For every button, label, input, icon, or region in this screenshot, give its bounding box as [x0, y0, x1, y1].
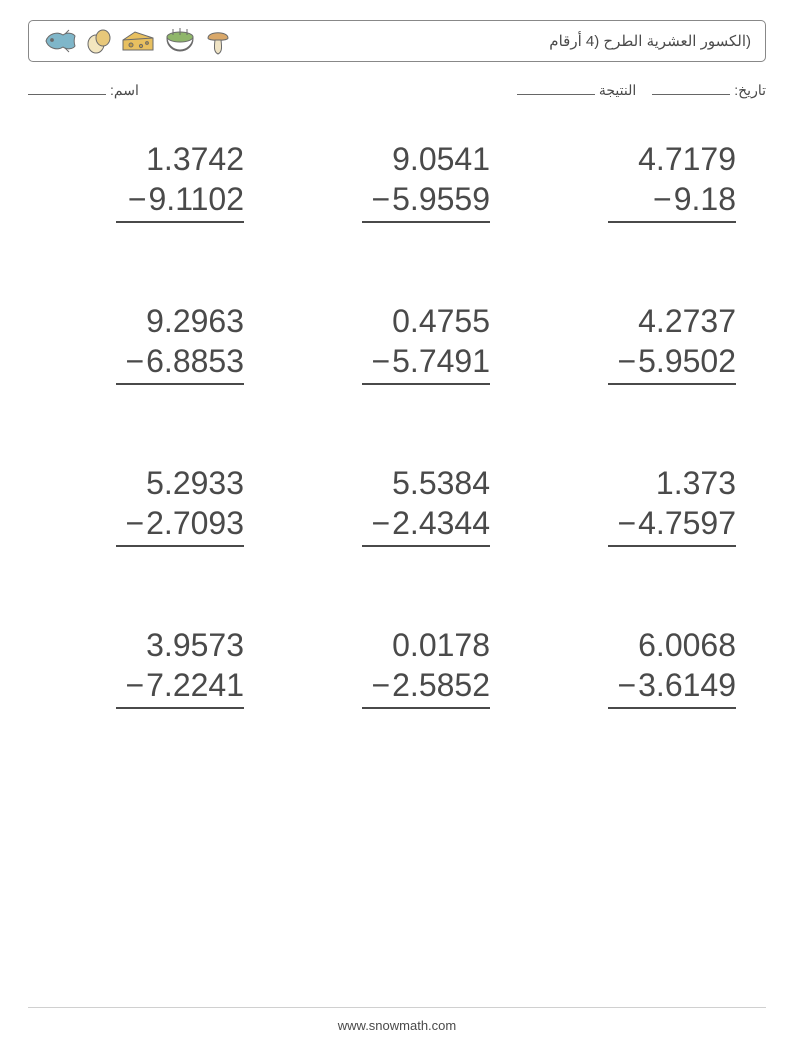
subtrahend: 5.9502 — [638, 341, 736, 381]
answer-rule — [362, 707, 490, 709]
minus-sign: − — [371, 179, 390, 219]
minuend: 1.3742 — [146, 139, 244, 179]
problems-grid: 1.3742 −9.1102 9.0541 −5.9559 4.7179 −9.… — [28, 139, 766, 709]
minus-sign: − — [617, 503, 636, 543]
meta-row: تاريخ: النتيجة اسم: — [28, 82, 766, 99]
mushroom-icon — [205, 26, 231, 56]
minus-sign: − — [371, 665, 390, 705]
name-field: اسم: — [28, 82, 139, 99]
meta-right: تاريخ: النتيجة — [517, 82, 766, 99]
problem-5: 0.4755 −5.7491 — [304, 301, 490, 385]
problem-2: 9.0541 −5.9559 — [304, 139, 490, 223]
subtrahend-row: −9.1102 — [128, 179, 244, 219]
problem-4: 9.2963 −6.8853 — [58, 301, 244, 385]
subtrahend: 9.1102 — [149, 179, 245, 219]
meta-left: اسم: — [28, 82, 139, 99]
minus-sign: − — [125, 665, 144, 705]
header-icons — [43, 26, 231, 56]
subtrahend-row: −4.7597 — [617, 503, 736, 543]
answer-rule — [608, 707, 736, 709]
minuend: 3.9573 — [146, 625, 244, 665]
date-field: تاريخ: — [652, 82, 766, 99]
answer-rule — [608, 221, 736, 223]
bowl-icon — [163, 27, 197, 55]
subtrahend-row: −2.5852 — [371, 665, 490, 705]
subtrahend: 2.5852 — [392, 665, 490, 705]
subtrahend-row: −9.18 — [653, 179, 736, 219]
minuend: 5.5384 — [392, 463, 490, 503]
minus-sign: − — [125, 503, 144, 543]
score-field: النتيجة — [517, 82, 636, 99]
problem-9: 1.373 −4.7597 — [550, 463, 736, 547]
egg-icon — [85, 27, 113, 55]
problem-10: 3.9573 −7.2241 — [58, 625, 244, 709]
footer: www.snowmath.com — [0, 1007, 794, 1033]
minus-sign: − — [371, 341, 390, 381]
answer-rule — [116, 545, 244, 547]
subtrahend: 6.8853 — [146, 341, 244, 381]
minuend: 9.0541 — [392, 139, 490, 179]
minuend: 5.2933 — [146, 463, 244, 503]
minus-sign: − — [128, 179, 147, 219]
problem-7: 5.2933 −2.7093 — [58, 463, 244, 547]
answer-rule — [362, 383, 490, 385]
minuend: 9.2963 — [146, 301, 244, 341]
worksheet-page: (الكسور العشرية الطرح (4 أرقام تاريخ: ال… — [0, 0, 794, 1053]
minus-sign: − — [617, 665, 636, 705]
minuend: 0.0178 — [392, 625, 490, 665]
problem-3: 4.7179 −9.18 — [550, 139, 736, 223]
subtrahend: 2.7093 — [146, 503, 244, 543]
minuend: 1.373 — [656, 463, 736, 503]
subtrahend: 3.6149 — [638, 665, 736, 705]
problem-6: 4.2737 −5.9502 — [550, 301, 736, 385]
subtrahend: 7.2241 — [146, 665, 244, 705]
subtrahend-row: −2.4344 — [371, 503, 490, 543]
problem-12: 6.0068 −3.6149 — [550, 625, 736, 709]
subtrahend: 5.9559 — [392, 179, 490, 219]
worksheet-title: (الكسور العشرية الطرح (4 أرقام — [549, 32, 751, 50]
subtrahend-row: −5.7491 — [371, 341, 490, 381]
minuend: 4.7179 — [638, 139, 736, 179]
answer-rule — [362, 221, 490, 223]
subtrahend: 5.7491 — [392, 341, 490, 381]
footer-url: www.snowmath.com — [338, 1018, 456, 1033]
subtrahend-row: −6.8853 — [125, 341, 244, 381]
date-line[interactable] — [652, 82, 730, 95]
fish-icon — [43, 28, 77, 54]
minuend: 0.4755 — [392, 301, 490, 341]
answer-rule — [116, 221, 244, 223]
minuend: 6.0068 — [638, 625, 736, 665]
problem-11: 0.0178 −2.5852 — [304, 625, 490, 709]
answer-rule — [608, 545, 736, 547]
subtrahend-row: −5.9559 — [371, 179, 490, 219]
minuend: 4.2737 — [638, 301, 736, 341]
score-line[interactable] — [517, 82, 595, 95]
answer-rule — [608, 383, 736, 385]
subtrahend: 9.18 — [674, 179, 736, 219]
minus-sign: − — [125, 341, 144, 381]
minus-sign: − — [371, 503, 390, 543]
name-line[interactable] — [28, 82, 106, 95]
problem-8: 5.5384 −2.4344 — [304, 463, 490, 547]
name-label: اسم: — [110, 82, 139, 99]
date-label: تاريخ: — [734, 82, 766, 99]
answer-rule — [116, 383, 244, 385]
subtrahend-row: −3.6149 — [617, 665, 736, 705]
minus-sign: − — [653, 179, 672, 219]
footer-divider — [28, 1007, 766, 1008]
subtrahend: 4.7597 — [638, 503, 736, 543]
answer-rule — [116, 707, 244, 709]
answer-rule — [362, 545, 490, 547]
cheese-icon — [121, 28, 155, 54]
problem-1: 1.3742 −9.1102 — [58, 139, 244, 223]
subtrahend-row: −2.7093 — [125, 503, 244, 543]
minus-sign: − — [617, 341, 636, 381]
subtrahend-row: −5.9502 — [617, 341, 736, 381]
subtrahend-row: −7.2241 — [125, 665, 244, 705]
header-box: (الكسور العشرية الطرح (4 أرقام — [28, 20, 766, 62]
score-label: النتيجة — [599, 82, 636, 99]
subtrahend: 2.4344 — [392, 503, 490, 543]
